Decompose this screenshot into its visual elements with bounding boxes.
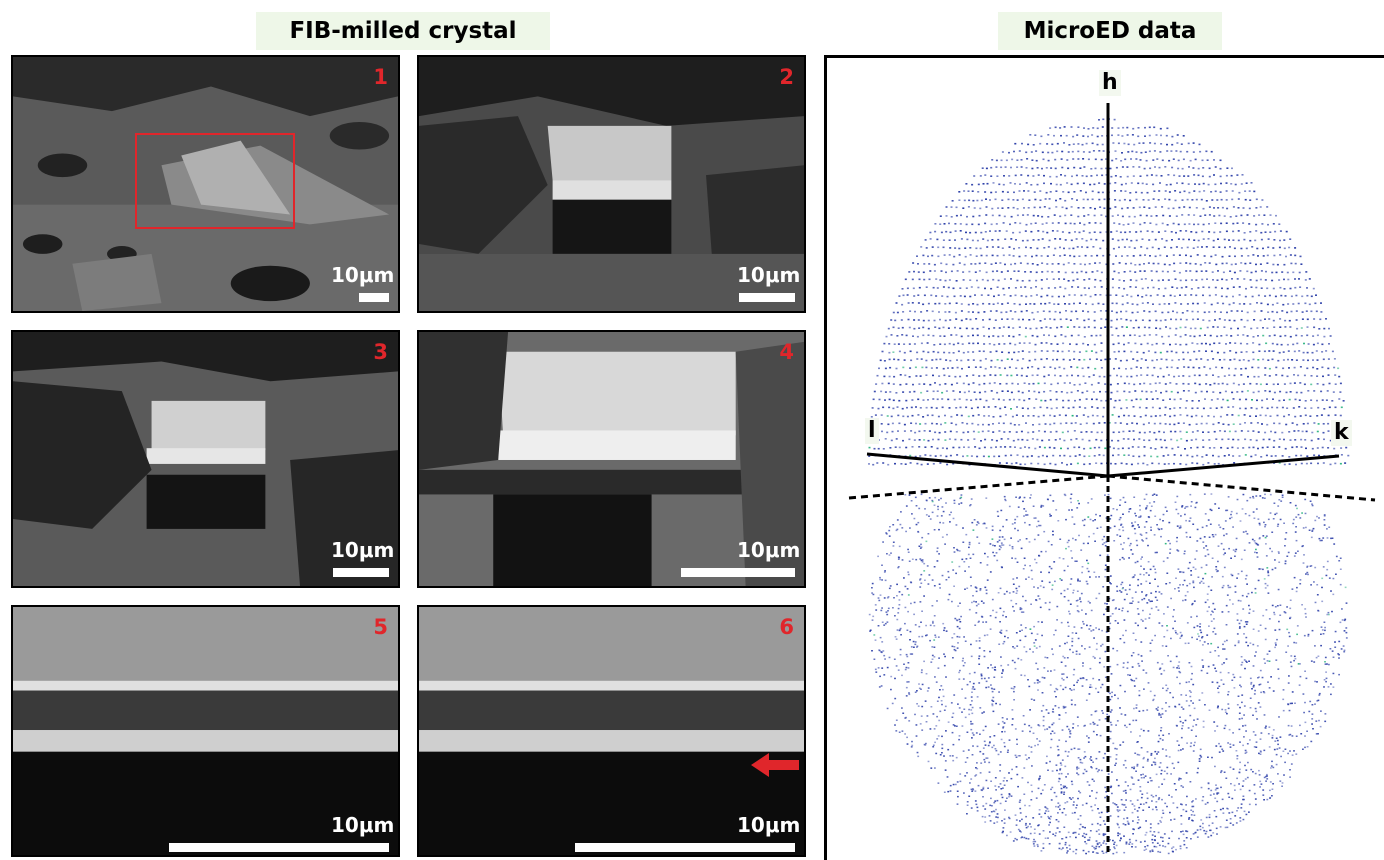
panel-number-1: 1 <box>373 65 388 89</box>
k-axis-line <box>1108 456 1339 476</box>
sem-panel-3: 3 10μm <box>11 330 400 588</box>
microed-title: MicroED data <box>998 12 1222 50</box>
scale-label-5: 10μm <box>331 813 394 837</box>
axis-label-l: l <box>865 418 879 444</box>
scale-bar-3 <box>333 568 389 577</box>
scale-bar-5 <box>169 843 389 852</box>
panel-number-2: 2 <box>779 65 794 89</box>
scale-label-6: 10μm <box>737 813 800 837</box>
red-arrow-icon <box>751 753 799 777</box>
scale-label-1: 10μm <box>331 263 394 287</box>
scale-label-3: 10μm <box>331 538 394 562</box>
panel-number-6: 6 <box>779 615 794 639</box>
sem-panel-2: 2 10μm <box>417 55 806 313</box>
panel-number-4: 4 <box>779 340 794 364</box>
scale-bar-6 <box>575 843 795 852</box>
scale-label-2: 10μm <box>737 263 800 287</box>
scale-label-4: 10μm <box>737 538 800 562</box>
panel-number-3: 3 <box>373 340 388 364</box>
region-of-interest-box <box>135 133 295 229</box>
sem-panel-4: 4 10μm <box>417 330 806 588</box>
axis-label-k: k <box>1331 420 1352 446</box>
sem-panel-6: 6 10μm <box>417 605 806 857</box>
sem-panel-1: 1 10μm <box>11 55 400 313</box>
scale-bar-1 <box>359 293 389 302</box>
scale-bar-2 <box>739 293 795 302</box>
fib-title: FIB-milled crystal <box>256 12 550 50</box>
zero-layer-dashed-line <box>849 476 1108 498</box>
axis-label-h: h <box>1099 70 1121 96</box>
scale-bar-4 <box>681 568 795 577</box>
microed-panel: h l k <box>824 55 1384 860</box>
panel-number-5: 5 <box>373 615 388 639</box>
zero-layer-dashed-line-right <box>1108 476 1375 500</box>
l-axis-line <box>867 454 1108 476</box>
sem-panel-5: 5 10μm <box>11 605 400 857</box>
reciprocal-lattice-plot <box>827 58 1384 860</box>
